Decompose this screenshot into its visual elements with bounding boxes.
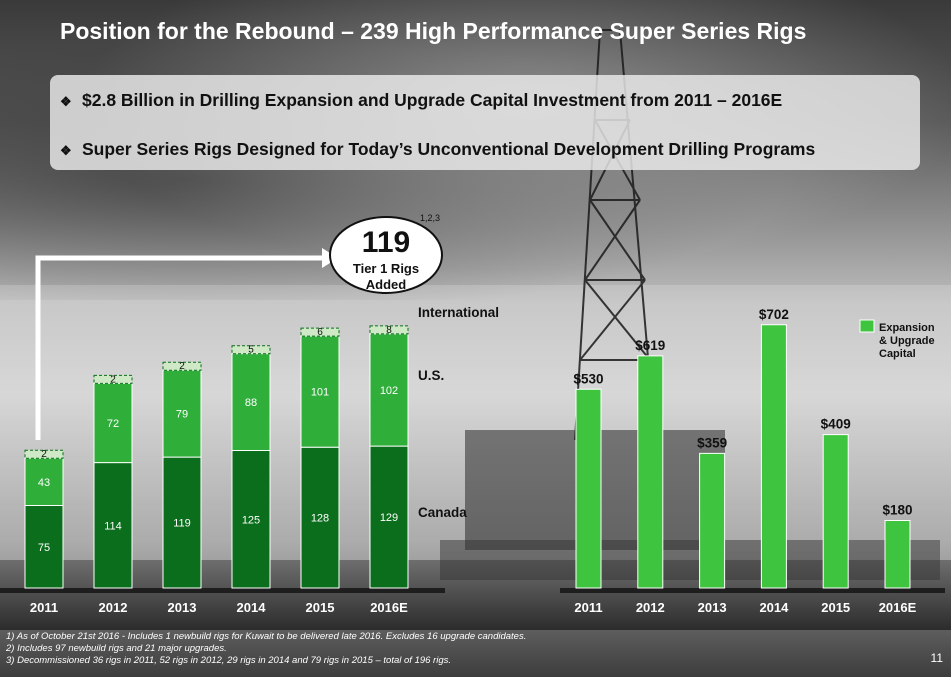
bar-capital-2012	[637, 355, 664, 589]
label-canada-2011: 75	[38, 542, 50, 554]
tick-left-2014: 2014	[237, 600, 267, 615]
bar-us-2016E	[369, 333, 409, 447]
tick-left-2011: 2011	[30, 600, 58, 615]
tick-left-2015: 2015	[306, 600, 335, 615]
bar-canada-2012	[93, 462, 133, 589]
tick-left-2012: 2012	[99, 600, 128, 615]
label-capital-2012: $619	[635, 338, 665, 353]
bullet-text: $2.8 Billion in Drilling Expansion and U…	[82, 90, 783, 110]
label-us-2013: 79	[176, 409, 188, 421]
label-capital-2016E: $180	[882, 503, 912, 518]
callout-arrow-line	[35, 255, 322, 440]
footnotes: 1) As of October 21st 2016 - Includes 1 …	[6, 631, 526, 667]
series-label-us: U.S.	[418, 368, 444, 383]
bar-us-2015	[300, 335, 340, 448]
bar-us-2011	[24, 457, 64, 507]
label-intl-2013: 2	[179, 361, 185, 372]
right-axis-line	[560, 588, 945, 593]
bar-intl-2011	[24, 449, 64, 459]
tick-right-2013: 2013	[698, 600, 727, 615]
label-us-2012: 72	[107, 418, 119, 430]
label-capital-2013: $359	[697, 435, 727, 450]
footnote-1: 1) As of October 21st 2016 - Includes 1 …	[6, 631, 527, 642]
bar-intl-2015	[300, 327, 340, 337]
tick-right-2012: 2012	[636, 600, 665, 615]
capital-chart: $530 2011 $619 2012 $359 2013 $702 2014 $409 2015…	[560, 307, 945, 615]
bar-intl-2012	[93, 374, 133, 384]
rig-count-chart: 75 43 2 2011 114 72 2 2012 119 79 2 2013 125 88 5 2014 1…	[0, 305, 499, 615]
diamond-bullet-icon: ❖	[60, 143, 72, 158]
tick-right-2014: 2014	[759, 600, 789, 615]
bar-intl-2013	[162, 361, 202, 371]
callout-ellipse	[329, 216, 443, 294]
label-us-2016E: 102	[380, 385, 398, 397]
bar-capital-2016E	[884, 520, 911, 589]
label-us-2011: 43	[38, 477, 50, 489]
footnote-3: 3) Decommissioned 36 rigs in 2011, 52 ri…	[6, 655, 452, 666]
legend-text-line: Capital	[879, 348, 916, 360]
callout-superscript: 1,2,3	[420, 213, 440, 223]
callout-label-line2: Added	[366, 277, 407, 292]
tick-right-2016E: 2016E	[879, 600, 917, 615]
label-intl-2016E: 8	[386, 325, 392, 336]
bar-capital-2015	[822, 434, 849, 589]
bar-canada-2013	[162, 456, 202, 589]
bar-us-2012	[93, 382, 133, 464]
label-canada-2012: 114	[104, 520, 122, 532]
bar-intl-2016E	[369, 325, 409, 335]
footnote-2: 2) Includes 97 newbuild rigs and 21 majo…	[6, 643, 227, 654]
bar-capital-2014	[760, 324, 787, 589]
label-canada-2016E: 129	[380, 512, 398, 524]
tick-left-2016E: 2016E	[370, 600, 408, 615]
label-capital-2015: $409	[821, 417, 851, 432]
series-label-international: International	[418, 305, 499, 320]
legend-swatch	[859, 319, 875, 333]
label-canada-2014: 125	[242, 514, 260, 526]
bullet-panel: ❖ $2.8 Billion in Drilling Expansion and …	[50, 75, 920, 170]
slide-title: Position for the Rebound – 239 High Perf…	[60, 18, 807, 44]
bar-canada-2016E	[369, 445, 409, 589]
bar-us-2014	[231, 353, 271, 452]
label-canada-2013: 119	[173, 518, 191, 530]
label-intl-2012: 2	[110, 374, 116, 385]
tick-left-2013: 2013	[168, 600, 197, 615]
tick-right-2011: 2011	[574, 600, 602, 615]
bar-capital-2011	[575, 388, 602, 589]
bar-intl-2014	[231, 345, 271, 355]
label-canada-2015: 128	[311, 513, 329, 525]
legend-text-line: Expansion	[879, 322, 935, 334]
bar-capital-2013	[699, 452, 726, 589]
label-us-2015: 101	[311, 387, 329, 399]
bullet-text: Super Series Rigs Designed for Today’s U…	[82, 139, 816, 159]
label-intl-2011: 2	[41, 449, 47, 460]
series-label-canada: Canada	[418, 505, 467, 520]
label-capital-2011: $530	[573, 371, 603, 386]
diamond-bullet-icon: ❖	[60, 94, 72, 109]
tick-right-2015: 2015	[821, 600, 850, 615]
callout-label-line1: Tier 1 Rigs	[353, 261, 419, 276]
label-us-2014: 88	[245, 397, 257, 409]
bullet-capital-investment: ❖ $2.8 Billion in Drilling Expansion and …	[60, 90, 782, 111]
page-number: 11	[930, 651, 943, 665]
label-intl-2014: 5	[248, 345, 254, 356]
legend-text-line: & Upgrade	[879, 335, 935, 347]
callout-value: 119	[362, 226, 410, 259]
bullet-super-series: ❖ Super Series Rigs Designed for Today’s …	[60, 139, 815, 160]
label-intl-2015: 6	[317, 327, 323, 338]
label-capital-2014: $702	[759, 307, 789, 322]
left-axis-line	[0, 588, 445, 593]
bar-canada-2015	[300, 446, 340, 589]
